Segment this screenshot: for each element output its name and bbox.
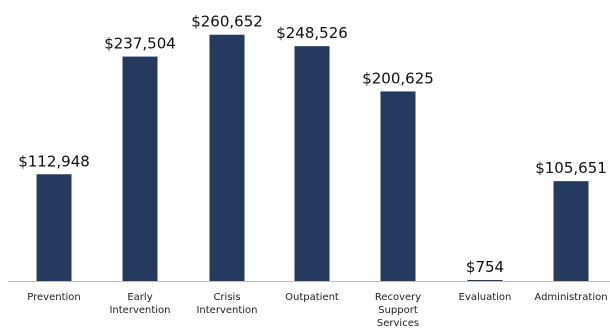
category-label-3: Outpatient (285, 292, 339, 303)
bar-1 (122, 56, 158, 282)
bars-layer (36, 34, 589, 282)
category-label-4-line-2: Services (377, 318, 419, 329)
value-labels-layer: $112,948 $237,504 $260,652 $248,526 $200,625… (18, 13, 607, 276)
bar-2 (209, 34, 245, 281)
bar-value-label-5: $754 (466, 258, 504, 276)
category-label-0: Prevention (27, 292, 80, 303)
category-label-2-line-1: Intervention (196, 305, 257, 316)
bar-value-label-4: $200,625 (362, 69, 434, 87)
bar-value-label-0: $112,948 (18, 152, 90, 170)
bar-value-label-3: $248,526 (276, 24, 348, 42)
category-label-1-line-0: Early (127, 292, 152, 303)
category-label-1-line-1: Intervention (109, 305, 170, 316)
bar-0 (36, 174, 72, 281)
category-label-4-line-1: Support (378, 305, 418, 316)
bar-4 (380, 91, 416, 282)
bar-value-label-2: $260,652 (191, 13, 263, 31)
category-label-2-line-0: Crisis (213, 292, 240, 303)
bar-value-label-6: $105,651 (535, 159, 607, 177)
category-label-6: Administration (534, 292, 607, 303)
category-label-4-line-0: Recovery (375, 292, 421, 303)
category-label-5: Evaluation (459, 292, 512, 303)
bar-value-label-1: $237,504 (104, 35, 176, 53)
bar-6 (553, 181, 589, 281)
category-labels-layer: Prevention Early Intervention Crisis Interve… (27, 292, 607, 329)
bar-3 (294, 46, 330, 282)
bar-5 (467, 280, 503, 281)
